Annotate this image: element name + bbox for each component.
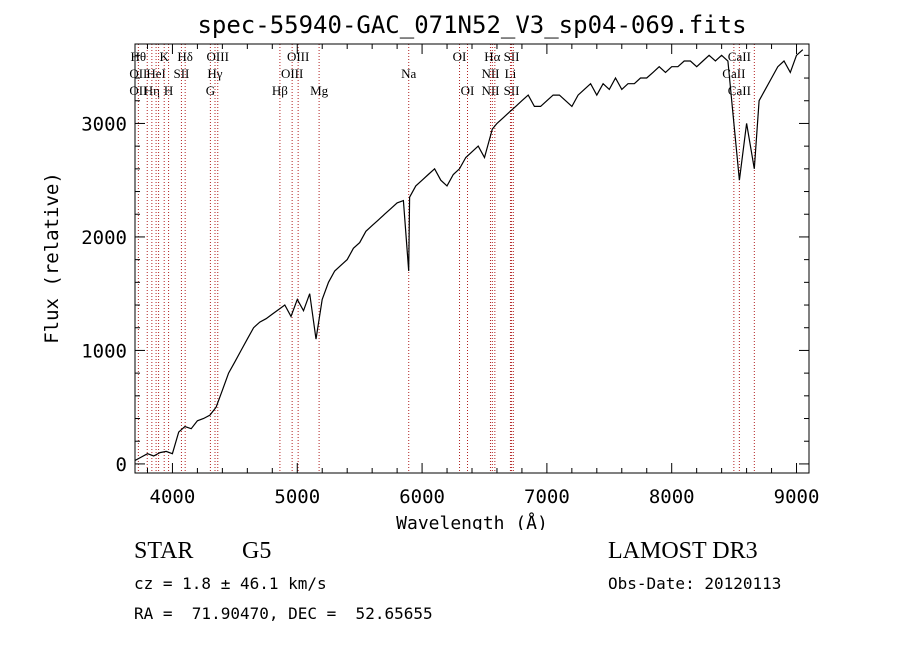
spectrum-chart: spec-55940-GAC_071N52_V3_sp04-069.fits H… [41,11,819,530]
subclass: G5 [242,538,272,564]
line-marker-label: CaII [728,49,751,64]
x-tick-label: 9000 [774,486,820,508]
line-marker-label: Li [505,66,517,81]
line-marker-label: SII [504,49,520,64]
obs-date: Obs-Date: 20120113 [608,574,782,593]
y-tick-label: 1000 [81,340,127,362]
line-marker-label: G [206,83,215,98]
line-marker-label: OII [129,83,147,98]
survey-name: LAMOST DR3 [608,538,758,564]
chart-title: spec-55940-GAC_071N52_V3_sp04-069.fits [197,11,746,39]
line-marker-label: Na [401,66,416,81]
line-marker-label: OIII [287,49,309,64]
line-marker-label: SII [504,83,520,98]
x-tick-label: 6000 [399,486,445,508]
line-marker-label: HeI [146,66,166,81]
axis-ticks: 4000 5000 6000 7000 8000 9000 0 1000 2000 3000 [81,44,819,508]
y-tick-label: 2000 [81,227,127,249]
x-tick-label: 8000 [649,486,695,508]
line-marker-label: NII [481,83,499,98]
line-marker-label: OIII [281,66,303,81]
x-tick-label: 5000 [274,486,320,508]
y-tick-label: 3000 [81,113,127,135]
plot-frame [134,43,810,474]
spectrum-line [134,49,804,462]
object-type: STAR [134,538,194,564]
coordinates: RA = 71.90470, DEC = 52.65655 [134,604,433,623]
line-marker-label: SII [173,66,189,81]
line-marker-label: Mg [310,83,329,98]
line-marker-label: Hγ [207,66,222,81]
line-marker-label: NII [481,66,499,81]
line-marker-label: OI [461,83,475,98]
redshift-value: cz = 1.8 ± 46.1 km/s [134,574,327,593]
line-marker-label: Hη [144,83,160,98]
y-tick-label: 0 [116,454,127,476]
line-marker-label: H [164,83,173,98]
line-marker-label: OII [129,66,147,81]
x-tick-label: 4000 [150,486,196,508]
x-axis-label: Wavelength (Å) [396,512,548,530]
line-marker-layer: HθOIIOIIHηHeIKHSIIHδGHγOIIIHβOIIIOIIIMgN… [129,44,755,473]
line-marker-label: CaII [722,66,745,81]
line-marker-label: CaII [728,83,751,98]
line-marker-label: Hβ [272,83,288,98]
line-marker-label: OIII [207,49,229,64]
line-marker-label: OI [453,49,467,64]
y-axis-label: Flux (relative) [41,172,63,344]
line-marker-label: K [160,49,170,64]
line-marker-label: Hα [484,49,500,64]
line-marker-label: Hθ [131,49,147,64]
x-tick-label: 7000 [524,486,570,508]
line-marker-label: Hδ [177,49,193,64]
